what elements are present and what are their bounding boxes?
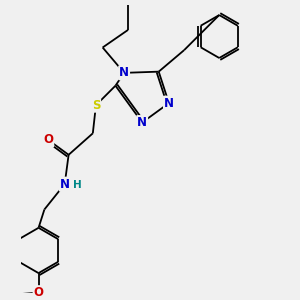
Text: N: N [164, 97, 174, 110]
Text: H: H [73, 180, 82, 190]
Text: N: N [60, 178, 70, 190]
Text: O: O [34, 286, 44, 299]
Text: N: N [137, 116, 147, 129]
Text: S: S [92, 99, 100, 112]
Text: O: O [43, 134, 53, 146]
Text: N: N [119, 66, 129, 80]
